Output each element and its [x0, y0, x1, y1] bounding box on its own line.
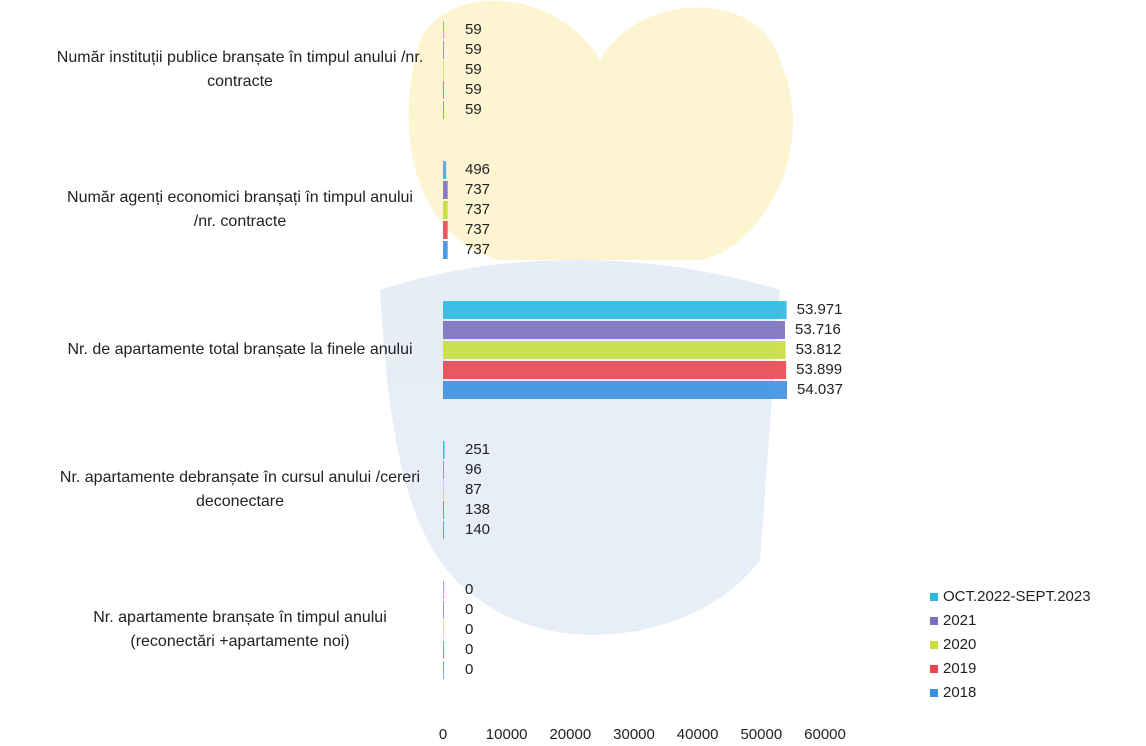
bar — [443, 661, 444, 679]
x-tick-label: 50000 — [740, 726, 782, 743]
value-label: 59 — [465, 61, 482, 78]
bar — [443, 61, 444, 79]
value-label: 87 — [465, 481, 482, 498]
bar — [443, 461, 444, 479]
bar — [443, 521, 444, 539]
value-label: 59 — [465, 81, 482, 98]
bar — [443, 101, 444, 119]
x-tick-label: 20000 — [549, 726, 591, 743]
bar — [443, 341, 786, 359]
bar — [443, 161, 446, 179]
value-label: 53.899 — [796, 361, 842, 378]
legend-marker — [930, 665, 938, 673]
bar — [443, 441, 445, 459]
bar — [443, 621, 444, 639]
x-tick-label: 10000 — [486, 726, 528, 743]
bar — [443, 201, 448, 219]
value-label: 0 — [465, 601, 473, 618]
category-label: Număr agenți economici branșați în timpu… — [55, 186, 425, 234]
bar — [443, 501, 444, 519]
category-label: Nr. apartamente branșate în timpul anulu… — [55, 606, 425, 654]
category-label: Nr. de apartamente total branșate la fin… — [55, 338, 425, 362]
bar — [443, 581, 444, 599]
bar — [443, 301, 787, 319]
bar — [443, 321, 785, 339]
legend-label: OCT.2022-SEPT.2023 — [943, 588, 1091, 605]
legend-marker — [930, 641, 938, 649]
category-label: Nr. apartamente debranșate în cursul anu… — [55, 466, 425, 514]
category-label: Număr instituții publice branșate în tim… — [55, 46, 425, 94]
value-label: 737 — [465, 201, 490, 218]
value-label: 59 — [465, 41, 482, 58]
value-label: 53.812 — [796, 341, 842, 358]
bar — [443, 41, 444, 59]
value-label: 53.716 — [795, 321, 841, 338]
value-label: 53.971 — [797, 301, 843, 318]
bar — [443, 481, 444, 499]
legend-label: 2019 — [943, 660, 976, 677]
bar — [443, 381, 787, 399]
legend-label: 2021 — [943, 612, 976, 629]
value-label: 737 — [465, 181, 490, 198]
x-tick-label: 0 — [439, 726, 447, 743]
value-label: 54.037 — [797, 381, 843, 398]
x-tick-label: 60000 — [804, 726, 846, 743]
value-label: 140 — [465, 521, 490, 538]
bar — [443, 81, 444, 99]
legend-label: 2020 — [943, 636, 976, 653]
bar — [443, 361, 786, 379]
value-label: 0 — [465, 661, 473, 678]
value-label: 496 — [465, 161, 490, 178]
bar — [443, 241, 448, 259]
legend-marker — [930, 617, 938, 625]
value-label: 737 — [465, 221, 490, 238]
value-label: 251 — [465, 441, 490, 458]
value-label: 0 — [465, 581, 473, 598]
x-tick-label: 40000 — [677, 726, 719, 743]
bar — [443, 21, 444, 39]
value-label: 0 — [465, 641, 473, 658]
value-label: 59 — [465, 101, 482, 118]
bar — [443, 641, 444, 659]
bar — [443, 181, 448, 199]
legend-marker — [930, 593, 938, 601]
x-tick-label: 30000 — [613, 726, 655, 743]
value-label: 138 — [465, 501, 490, 518]
bar — [443, 221, 448, 239]
bar — [443, 601, 444, 619]
value-label: 59 — [465, 21, 482, 38]
legend-label: 2018 — [943, 684, 976, 701]
value-label: 0 — [465, 621, 473, 638]
value-label: 96 — [465, 461, 482, 478]
value-label: 737 — [465, 241, 490, 258]
chart-page: 0 10000 20000 30000 40000 50000 60000 59 59 59 59 5… — [0, 0, 1146, 746]
legend-marker — [930, 689, 938, 697]
